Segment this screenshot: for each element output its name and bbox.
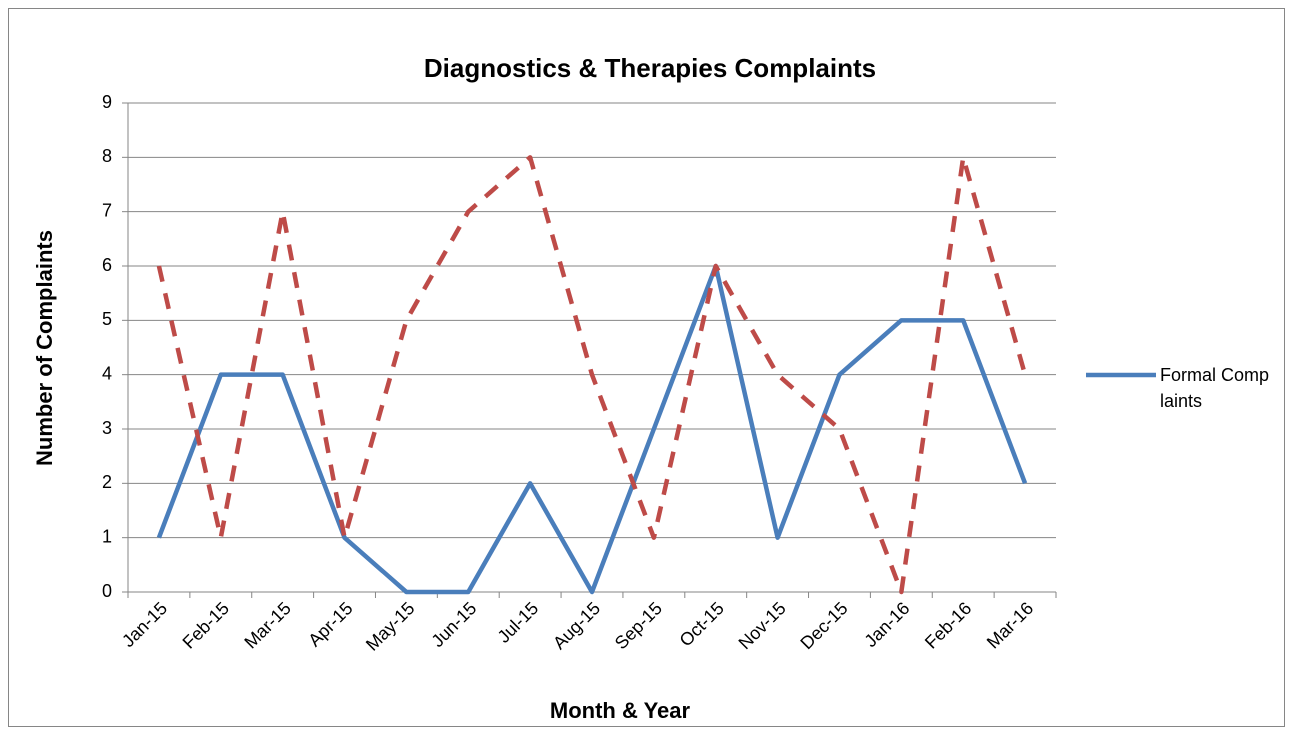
- y-axis-label: Number of Complaints: [32, 230, 57, 466]
- legend-label: Formal Complaints: [1160, 365, 1270, 411]
- y-tick-label: 5: [102, 309, 112, 329]
- chart-border: [8, 8, 1285, 727]
- y-tick-label: 9: [102, 92, 112, 112]
- y-tick-label: 8: [102, 146, 112, 166]
- series-line: [156, 155, 1028, 595]
- y-tick-label: 6: [102, 255, 112, 275]
- y-tick-label: 4: [102, 363, 112, 383]
- y-tick-label: 7: [102, 200, 112, 220]
- y-tick-label: 2: [102, 472, 112, 492]
- x-axis-label: Month & Year: [550, 698, 691, 723]
- y-tick-label: 1: [102, 526, 112, 546]
- y-tick-label: 3: [102, 418, 112, 438]
- series-line: [156, 263, 1028, 595]
- y-tick-label: 0: [102, 581, 112, 601]
- chart-title: Diagnostics & Therapies Complaints: [424, 53, 876, 83]
